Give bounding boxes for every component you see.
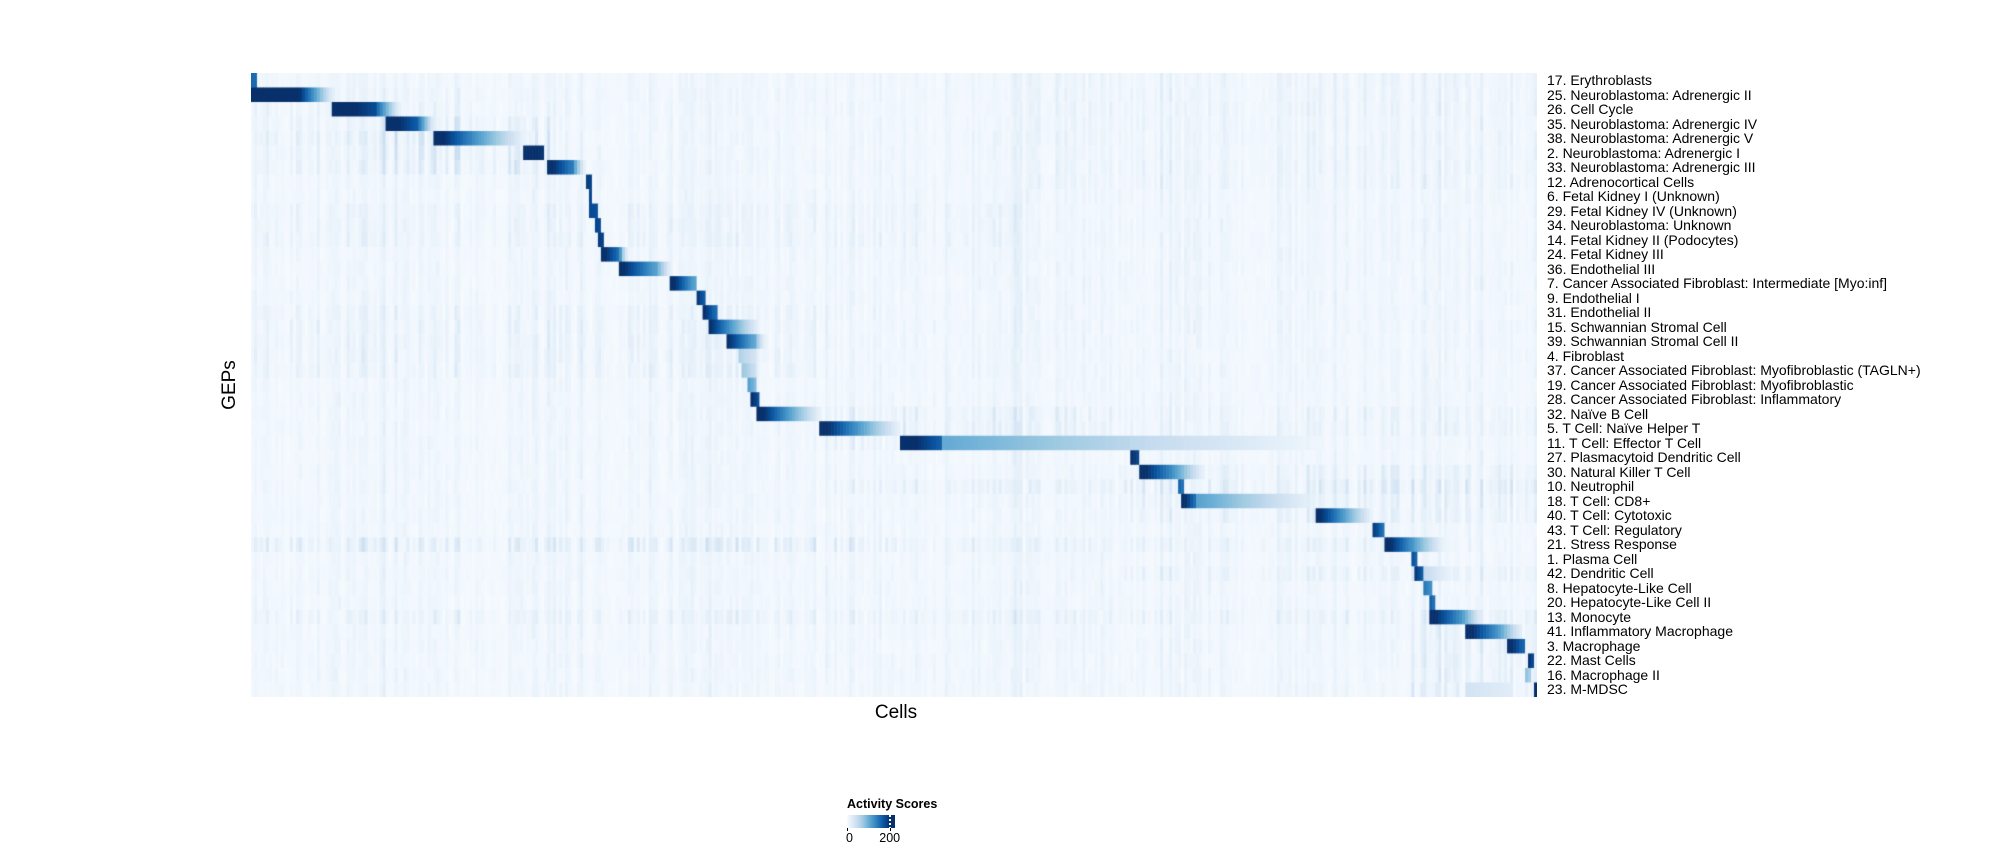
- row-label: 43. T Cell: Regulatory: [1547, 521, 1682, 538]
- row-label: 36. Endothelial III: [1547, 260, 1656, 277]
- colorbar-max-tick-mark: [889, 828, 891, 831]
- colorbar-max-label: 200: [879, 831, 901, 845]
- row-label: 1. Plasma Cell: [1547, 550, 1638, 567]
- row-label: 17. Erythroblasts: [1547, 72, 1653, 88]
- row-labels: 17. Erythroblasts 25. Neuroblastoma: Adre…: [1547, 73, 2006, 697]
- y-axis-label: GEPs: [219, 360, 240, 410]
- row-label: 32. Naïve B Cell: [1547, 405, 1649, 422]
- row-label: 13. Monocyte: [1547, 608, 1632, 625]
- row-label: 15. Schwannian Stromal Cell: [1547, 318, 1727, 335]
- row-label: 3. Macrophage: [1547, 637, 1641, 654]
- colorbar-labels: 0 200: [845, 831, 900, 847]
- row-label: 20. Hepatocyte-Like Cell II: [1547, 594, 1712, 611]
- row-label: 29. Fetal Kidney IV (Unknown): [1547, 202, 1737, 219]
- row-label: 39. Schwannian Stromal Cell II: [1547, 333, 1739, 350]
- row-label: 22. Mast Cells: [1547, 652, 1636, 669]
- row-label: 35. Neuroblastoma: Adrenergic IV: [1547, 115, 1758, 132]
- row-label: 23. M-MDSC: [1547, 681, 1628, 698]
- row-label: 11. T Cell: Effector T Cell: [1547, 434, 1702, 451]
- colorbar-min-label: 0: [845, 831, 853, 845]
- colorbar-gradient: [847, 815, 895, 831]
- row-label: 34. Neuroblastoma: Unknown: [1547, 217, 1732, 234]
- row-label: 27. Plasmacytoid Dendritic Cell: [1547, 449, 1741, 466]
- row-label: 5. T Cell: Naïve Helper T: [1547, 420, 1701, 437]
- row-label: 25. Neuroblastoma: Adrenergic II: [1547, 86, 1752, 103]
- row-label: 40. T Cell: Cytotoxic: [1547, 507, 1672, 524]
- row-label: 7. Cancer Associated Fibroblast: Interme…: [1547, 275, 1888, 292]
- row-label: 9. Endothelial I: [1547, 289, 1640, 306]
- row-label: 28. Cancer Associated Fibroblast: Inflam…: [1547, 391, 1842, 408]
- row-label: 12. Adrenocortical Cells: [1547, 173, 1695, 190]
- row-label: 14. Fetal Kidney II (Podocytes): [1547, 231, 1739, 248]
- row-label: 21. Stress Response: [1547, 536, 1677, 553]
- row-label: 38. Neuroblastoma: Adrenergic V: [1547, 130, 1754, 147]
- row-label: 33. Neuroblastoma: Adrenergic III: [1547, 159, 1756, 176]
- row-label: 8. Hepatocyte-Like Cell: [1547, 579, 1692, 596]
- row-label: 16. Macrophage II: [1547, 666, 1660, 683]
- row-label: 30. Natural Killer T Cell: [1547, 463, 1691, 480]
- colorbar-min-tick-mark: [847, 828, 848, 831]
- row-label: 37. Cancer Associated Fibroblast: Myofib…: [1547, 362, 1921, 379]
- row-label: 41. Inflammatory Macrophage: [1547, 623, 1733, 640]
- row-label: 26. Cell Cycle: [1547, 101, 1634, 118]
- row-label: 10. Neutrophil: [1547, 478, 1635, 495]
- row-label: 24. Fetal Kidney III: [1547, 246, 1664, 263]
- colorbar-max-tick: [888, 815, 891, 828]
- colorbar-legend: Activity Scores 0 200: [845, 797, 967, 847]
- legend-title: Activity Scores: [847, 797, 938, 811]
- row-label: 4. Fibroblast: [1547, 347, 1625, 364]
- x-axis-label: Cells: [874, 702, 918, 723]
- row-label: 6. Fetal Kidney I (Unknown): [1547, 188, 1720, 205]
- row-label: 2. Neuroblastoma: Adrenergic I: [1547, 144, 1740, 161]
- heatmap-canvas: [251, 73, 1537, 697]
- row-label: 18. T Cell: CD8+: [1547, 492, 1651, 509]
- row-label: 19. Cancer Associated Fibroblast: Myofib…: [1547, 376, 1854, 393]
- row-label: 42. Dendritic Cell: [1547, 565, 1654, 582]
- row-label: 31. Endothelial II: [1547, 304, 1652, 321]
